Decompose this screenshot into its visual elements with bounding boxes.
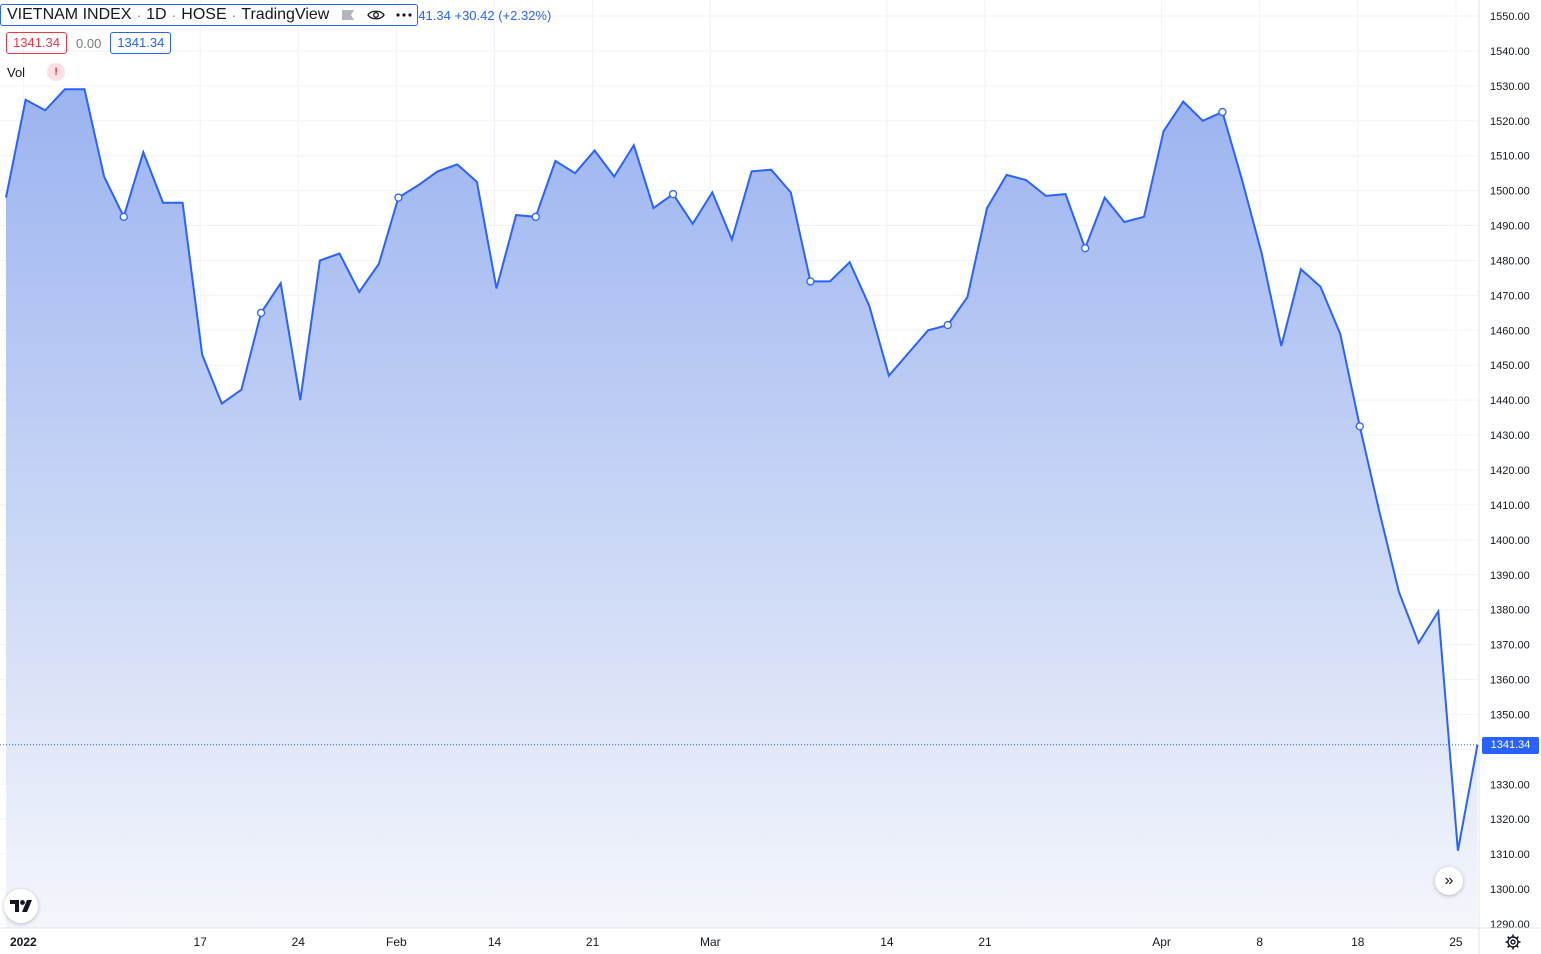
price-tick-label: 1390.00 bbox=[1490, 570, 1530, 582]
price-tick-label: 1300.00 bbox=[1490, 884, 1530, 896]
price-tick-label: 1410.00 bbox=[1490, 500, 1530, 512]
eye-icon[interactable] bbox=[367, 8, 386, 22]
time-tick-label: 14 bbox=[488, 935, 502, 949]
price-tick-label: 1550.00 bbox=[1490, 11, 1530, 23]
price-tick-label: 1450.00 bbox=[1490, 360, 1530, 372]
time-tick-label: 14 bbox=[880, 935, 894, 949]
last-price-tag: 1341.34 bbox=[1482, 736, 1539, 754]
time-tick-label: 25 bbox=[1449, 935, 1463, 949]
price-tick-label: 1290.00 bbox=[1490, 919, 1530, 931]
price-line bbox=[5, 88, 1479, 851]
price-marker bbox=[1355, 422, 1364, 431]
price-marker bbox=[256, 308, 266, 317]
time-tick-label: 8 bbox=[1256, 935, 1263, 949]
price-tick-label: 1520.00 bbox=[1490, 116, 1530, 128]
price-area-fill bbox=[6, 89, 1478, 929]
time-tick-label: 18 bbox=[1351, 935, 1365, 949]
interval-label[interactable]: 1D bbox=[146, 6, 167, 23]
price-tick-label: 1530.00 bbox=[1490, 81, 1530, 93]
price-tick-label: 1430.00 bbox=[1490, 430, 1530, 442]
gear-icon[interactable] bbox=[1503, 932, 1523, 952]
price-tick-label: 1360.00 bbox=[1490, 675, 1530, 687]
time-tick-label: 21 bbox=[978, 935, 992, 949]
price-tick-label: 1540.00 bbox=[1490, 46, 1530, 58]
price-tick-label: 1480.00 bbox=[1490, 255, 1530, 267]
price-tick-label: 1320.00 bbox=[1490, 814, 1530, 826]
price-tick-label: 1370.00 bbox=[1490, 640, 1530, 652]
flag-icon[interactable] bbox=[339, 8, 357, 22]
price-markers bbox=[119, 107, 1364, 431]
price-tick-label: 1440.00 bbox=[1490, 395, 1530, 407]
scroll-right-icon[interactable]: » bbox=[1435, 867, 1463, 895]
price-tick-label: 1490.00 bbox=[1490, 221, 1530, 233]
volume-label[interactable]: Vol bbox=[7, 64, 26, 80]
price-tick-label: 1460.00 bbox=[1490, 325, 1530, 337]
legend-symbol-row: VIETNAM INDEX · 1D · HOSE · TradingView … bbox=[0, 4, 551, 26]
price-tick-label: 1420.00 bbox=[1490, 465, 1530, 477]
more-icon[interactable] bbox=[395, 8, 413, 22]
value-close: 1341.34 bbox=[110, 32, 172, 54]
separator: · bbox=[136, 7, 142, 23]
separator: · bbox=[231, 7, 237, 23]
price-marker bbox=[943, 320, 952, 330]
price-tick-label: 1350.00 bbox=[1490, 709, 1530, 721]
time-tick-label: 24 bbox=[292, 935, 306, 949]
price-marker bbox=[1080, 244, 1090, 253]
price-marker bbox=[531, 212, 540, 221]
price-marker bbox=[668, 189, 678, 199]
price-marker bbox=[119, 212, 128, 221]
separator: · bbox=[171, 7, 177, 23]
price-tick-label: 1330.00 bbox=[1490, 779, 1530, 791]
price-tick-label: 1500.00 bbox=[1490, 186, 1530, 198]
symbol-name[interactable]: VIETNAM INDEX bbox=[7, 6, 132, 23]
time-tick-label: Mar bbox=[700, 935, 721, 949]
value-open: 1341.34 bbox=[6, 32, 67, 54]
price-tick-label: 1400.00 bbox=[1490, 535, 1530, 547]
change-text: 41.34 +30.42 (+2.32%) bbox=[418, 7, 552, 23]
time-axis[interactable]: 2022 17 24 Feb 14 21 Mar 14 21 Apr 8 18 25 bbox=[10, 935, 1463, 949]
time-tick-label: 21 bbox=[586, 935, 600, 949]
price-marker bbox=[806, 277, 815, 286]
time-tick-label: 17 bbox=[194, 935, 208, 949]
source-label: TradingView bbox=[241, 6, 330, 23]
volume-legend: Vol ! bbox=[7, 63, 66, 81]
price-marker bbox=[1218, 107, 1227, 117]
price-tick-label: 1310.00 bbox=[1490, 849, 1530, 861]
time-tick-label: Apr bbox=[1152, 935, 1171, 949]
symbol-title[interactable]: VIETNAM INDEX · 1D · HOSE · TradingView bbox=[0, 4, 419, 26]
price-tick-label: 1470.00 bbox=[1490, 290, 1530, 302]
tradingview-logo-icon[interactable] bbox=[4, 889, 38, 923]
time-tick-label: Feb bbox=[386, 935, 407, 949]
price-marker bbox=[394, 193, 403, 202]
price-tick-label: 1510.00 bbox=[1490, 151, 1530, 163]
price-tick-label: 1380.00 bbox=[1490, 605, 1530, 617]
exchange-label: HOSE bbox=[181, 6, 227, 23]
value-change: 0.00 bbox=[76, 35, 102, 51]
time-tick-label: 2022 bbox=[10, 935, 37, 949]
legend-values-row: 1341.34 0.00 1341.34 bbox=[6, 32, 172, 54]
warning-icon[interactable]: ! bbox=[47, 63, 66, 81]
